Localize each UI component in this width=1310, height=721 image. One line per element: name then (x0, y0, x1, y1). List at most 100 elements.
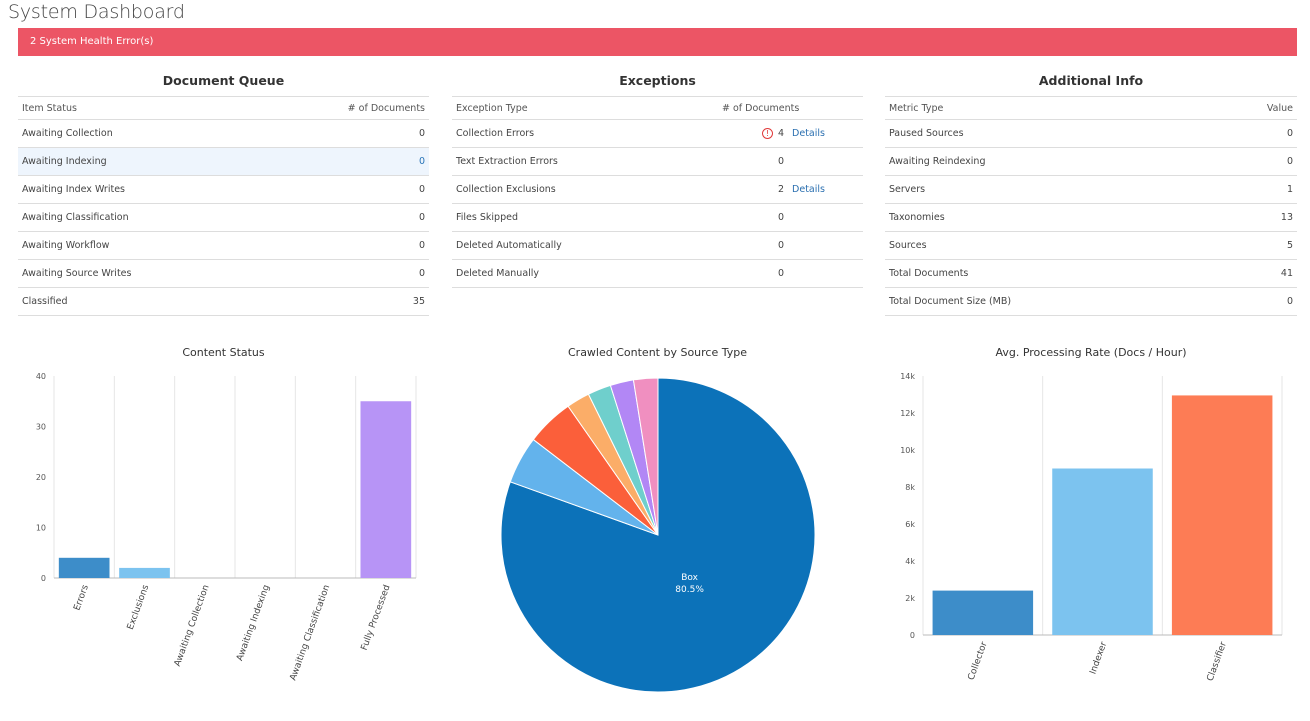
table-row: Text Extraction Errors 0 (452, 147, 863, 176)
pie-slice-label: Box (681, 573, 698, 583)
row-value: 35 (256, 287, 429, 316)
bar-collector (932, 590, 1034, 635)
column-header: Value (1211, 96, 1297, 120)
table-row[interactable]: Classified 35 (18, 287, 429, 316)
row-value: 0 (256, 119, 429, 148)
table-row[interactable]: Awaiting Collection 0 (18, 119, 429, 148)
row-value: 0 (682, 203, 863, 232)
row-label: Awaiting Workflow (18, 231, 257, 260)
row-value: 0 (256, 175, 429, 204)
bar-fully-processed (360, 401, 412, 578)
table-row: Files Skipped 0 (452, 203, 863, 232)
row-label: Collection Errors (452, 119, 682, 148)
row-value: 0 (256, 203, 429, 232)
bar-exclusions (119, 567, 170, 578)
row-label: Collection Exclusions (452, 175, 682, 204)
row-value: 2 (778, 184, 785, 195)
row-value: 1 (1211, 175, 1297, 204)
row-label: Servers (885, 175, 1212, 204)
row-value: 0 (1211, 119, 1297, 148)
row-label: Files Skipped (452, 203, 682, 232)
row-value: 0 (256, 259, 429, 288)
row-label: Awaiting Reindexing (885, 147, 1212, 176)
row-label: Sources (885, 231, 1212, 260)
row-value: 0 (682, 231, 863, 260)
table-row: Sources 5 (885, 231, 1297, 260)
row-label: Deleted Automatically (452, 231, 682, 260)
processing-rate-chart: 0 2k 4k 6k 8k 10k 12k 14k Collector Indexer Classi… (900, 372, 1283, 683)
bar-classifier (1171, 395, 1273, 635)
row-label: Awaiting Index Writes (18, 175, 257, 204)
exceptions-title: Exceptions (619, 73, 696, 88)
y-tick-label: 20 (36, 473, 46, 482)
x-tick-label: Classifier (1206, 640, 1230, 682)
document-queue-table: Item Status # of Documents Awaiting Coll… (18, 96, 429, 316)
table-row[interactable]: Awaiting Source Writes 0 (18, 259, 429, 288)
y-tick-label: 4k (905, 557, 915, 566)
row-label: Deleted Manually (452, 259, 682, 288)
y-tick-label: 40 (36, 372, 46, 381)
row-value: 5 (1211, 231, 1297, 260)
table-row[interactable]: Awaiting Workflow 0 (18, 231, 429, 260)
table-row[interactable]: Awaiting Classification 0 (18, 203, 429, 232)
table-row: Awaiting Reindexing 0 (885, 147, 1297, 176)
x-tick-label: Awaiting Collection (173, 584, 212, 668)
row-label: Awaiting Collection (18, 119, 257, 148)
y-tick-label: 12k (900, 409, 915, 418)
x-tick-label: Fully Processed (360, 584, 393, 652)
table-header-row: Metric Type Value (885, 96, 1297, 120)
document-queue-title: Document Queue (162, 73, 285, 88)
x-tick-label: Awaiting Classification (288, 584, 332, 682)
collection-exclusions-details-link[interactable]: Details (792, 184, 825, 195)
column-header: # of Documents (256, 96, 429, 120)
collection-errors-details-link[interactable]: Details (792, 128, 825, 139)
y-tick-label: 6k (905, 520, 915, 529)
row-label: Classified (18, 287, 257, 316)
table-row: Servers 1 (885, 175, 1297, 204)
table-row: Deleted Automatically 0 (452, 231, 863, 260)
row-value: 41 (1211, 259, 1297, 288)
row-label: Awaiting Source Writes (18, 259, 257, 288)
row-label: Paused Sources (885, 119, 1212, 148)
alert-circle-icon: ! (762, 128, 773, 139)
row-value: 13 (1211, 203, 1297, 232)
y-tick-label: 14k (900, 372, 915, 381)
x-tick-label: Exclusions (126, 583, 152, 631)
document-queue-panel: Document Queue Item Status # of Document… (18, 70, 429, 316)
row-value: 0 (682, 259, 863, 288)
row-value-cell: ! 4 Details (682, 119, 863, 148)
table-row: Total Document Size (MB) 0 (885, 287, 1297, 316)
y-tick-label: 0 (910, 631, 915, 640)
page-title: System Dashboard (8, 1, 185, 23)
table-row[interactable]: Awaiting Index Writes 0 (18, 175, 429, 204)
row-value: 0 (682, 147, 863, 176)
content-status-chart-title: Content Status (182, 346, 265, 359)
row-value: 0 (256, 231, 429, 260)
pie-slice-6 (632, 377, 659, 536)
row-label: Awaiting Classification (18, 203, 257, 232)
table-row: Collection Errors ! 4 Details (452, 119, 863, 148)
table-row: Paused Sources 0 (885, 119, 1297, 148)
exceptions-table: Exception Type # of Documents Collection… (452, 96, 863, 288)
table-row[interactable]: Awaiting Indexing 0 (18, 147, 429, 176)
additional-info-title: Additional Info (1038, 73, 1144, 88)
row-value-cell: 2 Details (682, 175, 863, 204)
source-type-chart-title: Crawled Content by Source Type (567, 346, 748, 359)
pie-slice-percent: 80.5% (675, 585, 704, 595)
column-header: Metric Type (885, 96, 1212, 120)
row-label: Total Document Size (MB) (885, 287, 1212, 316)
table-row: Collection Exclusions 2 Details (452, 175, 863, 204)
row-value: 0 (256, 147, 429, 176)
row-label: Total Documents (885, 259, 1212, 288)
bar-indexer (1052, 468, 1153, 635)
processing-rate-chart-title: Avg. Processing Rate (Docs / Hour) (995, 346, 1187, 359)
y-tick-label: 0 (41, 574, 46, 583)
table-header-row: Exception Type # of Documents (452, 96, 863, 120)
x-tick-label: Awaiting Indexing (235, 584, 272, 663)
bar-errors (58, 557, 110, 578)
system-health-alert[interactable]: 2 System Health Error(s) (18, 28, 1297, 56)
row-value: 0 (1211, 147, 1297, 176)
content-status-chart: 0 10 20 30 40 Errors Exclusions Awaiting Collec… (36, 372, 417, 682)
table-row: Total Documents 41 (885, 259, 1297, 288)
source-type-chart: Box 80.5% (500, 377, 816, 693)
